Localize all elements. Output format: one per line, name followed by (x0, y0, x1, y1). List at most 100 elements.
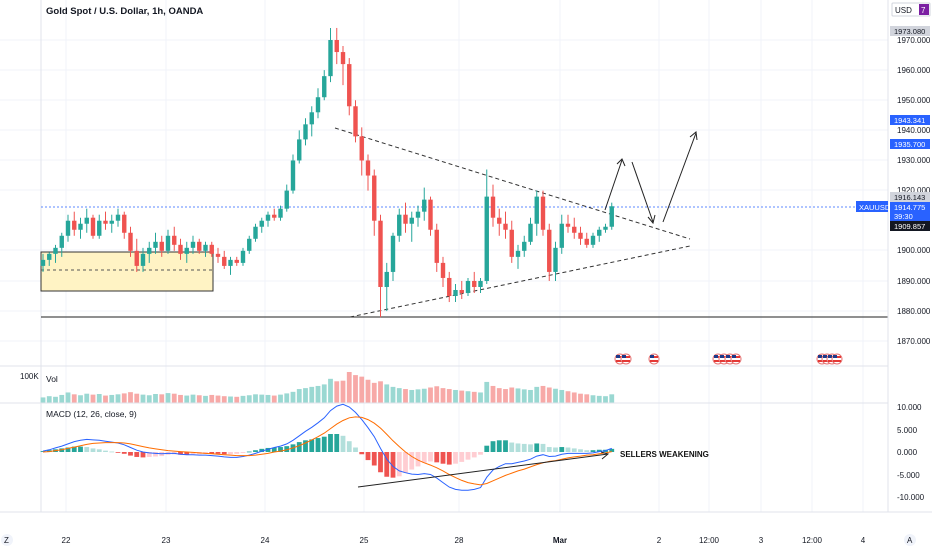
volume-bar[interactable] (590, 395, 596, 403)
volume-bar[interactable] (359, 376, 365, 403)
macd-histogram-bar[interactable] (378, 452, 383, 473)
macd-histogram-bar[interactable] (571, 448, 577, 452)
candle-body[interactable] (428, 199, 433, 230)
volume-bar[interactable] (490, 385, 496, 403)
volume-bar[interactable] (128, 392, 133, 403)
macd-histogram-bar[interactable] (421, 452, 427, 463)
volume-bar[interactable] (84, 393, 90, 403)
volume-bar[interactable] (159, 394, 165, 403)
candle-body[interactable] (259, 220, 264, 227)
macd-histogram-bar[interactable] (84, 447, 90, 452)
candle-body[interactable] (490, 196, 496, 218)
macd-histogram-bar[interactable] (353, 447, 358, 453)
economic-events[interactable] (614, 353, 843, 365)
candle-body[interactable] (484, 196, 489, 281)
volume-bar[interactable] (96, 394, 102, 403)
volume-bar[interactable] (78, 395, 83, 403)
macd-histogram-bar[interactable] (490, 441, 496, 452)
macd-histogram-bar[interactable] (71, 446, 77, 452)
volume-bar[interactable] (259, 394, 265, 403)
macd-histogram-bar[interactable] (140, 452, 146, 458)
candle-body[interactable] (234, 259, 239, 263)
candle-body[interactable] (347, 64, 352, 107)
volume-bar[interactable] (178, 394, 183, 403)
candle-body[interactable] (365, 160, 371, 176)
macd-histogram-bar[interactable] (90, 448, 96, 452)
candle-body[interactable] (590, 235, 596, 245)
volume-bar[interactable] (553, 388, 558, 403)
candle-body[interactable] (222, 256, 227, 266)
volume-bar[interactable] (315, 385, 321, 403)
volume-bar[interactable] (65, 392, 71, 403)
volume-bar[interactable] (396, 388, 402, 403)
macd-histogram-bar[interactable] (246, 451, 252, 453)
volume-bar[interactable] (559, 389, 565, 403)
candle-body[interactable] (403, 214, 408, 224)
volume-bar[interactable] (328, 378, 333, 403)
macd-histogram-bar[interactable] (178, 452, 183, 455)
candle-body[interactable] (397, 214, 402, 236)
volume-bar[interactable] (428, 387, 433, 404)
macd-histogram-bar[interactable] (453, 452, 458, 464)
candle-body[interactable] (315, 97, 321, 113)
macd-histogram-bar[interactable] (46, 450, 52, 452)
candle-body[interactable] (459, 289, 464, 294)
macd-histogram-bar[interactable] (334, 434, 340, 452)
candle-body[interactable] (153, 241, 158, 248)
volume-bar[interactable] (290, 391, 296, 403)
candle-body[interactable] (215, 253, 221, 257)
volume-bar[interactable] (521, 389, 527, 403)
macd-histogram-bar[interactable] (340, 435, 346, 452)
macd-histogram-bar[interactable] (309, 439, 315, 452)
macd-histogram-bar[interactable] (359, 452, 365, 455)
candle-body[interactable] (203, 244, 208, 251)
candle-body[interactable] (272, 214, 277, 218)
volume-bar[interactable] (121, 393, 127, 403)
candle-body[interactable] (597, 229, 602, 236)
volume-bar[interactable] (278, 394, 283, 403)
demand-zone[interactable] (40, 251, 214, 292)
candle-body[interactable] (472, 280, 477, 287)
volume-bar[interactable] (296, 389, 302, 403)
macd-histogram-bar[interactable] (278, 447, 283, 452)
volume-bar[interactable] (596, 395, 602, 403)
macd-histogram-bar[interactable] (228, 452, 233, 455)
macd-histogram-bar[interactable] (503, 440, 508, 452)
candle-body[interactable] (522, 241, 527, 251)
volume-bar[interactable] (384, 384, 390, 403)
volume-bar[interactable] (215, 395, 221, 403)
volume-bar[interactable] (190, 394, 196, 403)
candle-body[interactable] (447, 277, 452, 297)
volume-bar[interactable] (103, 395, 108, 403)
volume-bar[interactable] (515, 388, 521, 403)
candle-body[interactable] (465, 280, 471, 294)
volume-bar[interactable] (503, 389, 508, 403)
volume-bar[interactable] (509, 387, 515, 404)
macd-histogram-bar[interactable] (565, 447, 571, 453)
candle-body[interactable] (422, 199, 427, 212)
triangle-upper-trendline[interactable] (334, 127, 691, 240)
candle-body[interactable] (172, 235, 177, 245)
candle-body[interactable] (228, 259, 233, 266)
macd-histogram-bar[interactable] (478, 452, 483, 455)
volume-bar[interactable] (584, 394, 590, 403)
macd-histogram-bar[interactable] (446, 452, 452, 465)
candle-body[interactable] (278, 208, 283, 218)
macd-histogram-bar[interactable] (471, 452, 477, 458)
macd-histogram-bar[interactable] (296, 442, 302, 452)
candle-body[interactable] (572, 226, 577, 233)
candle-body[interactable] (509, 229, 514, 257)
volume-bar[interactable] (115, 394, 121, 403)
macd-histogram-bar[interactable] (534, 443, 540, 452)
volume-bar[interactable] (378, 381, 383, 403)
volume-bar[interactable] (334, 381, 340, 403)
macd-histogram-bar[interactable] (271, 447, 277, 453)
macd-histogram-bar[interactable] (578, 449, 583, 452)
macd-histogram-bar[interactable] (465, 452, 471, 460)
volume-bar[interactable] (440, 388, 446, 403)
projection-up-2[interactable] (662, 132, 697, 223)
candle-body[interactable] (40, 259, 46, 266)
macd-histogram-bar[interactable] (496, 440, 502, 452)
signal-line[interactable] (42, 416, 612, 486)
